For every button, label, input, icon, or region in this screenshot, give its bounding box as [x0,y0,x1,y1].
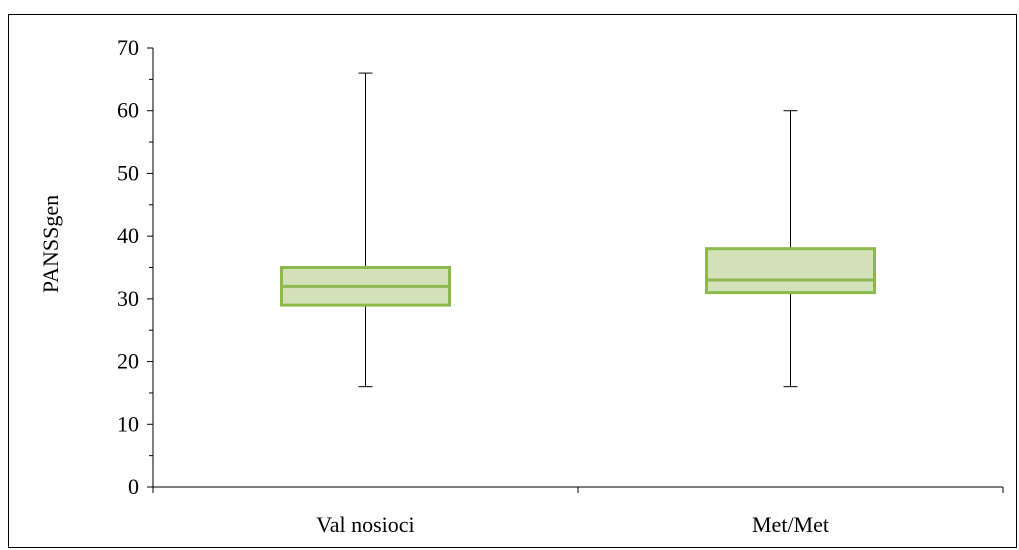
y-tick-label: 40 [117,223,139,248]
x-axis: Val nosioci Met/Met [152,486,1004,537]
y-tick-label: 50 [117,160,139,185]
y-axis-title: PANSSgen [38,195,63,293]
y-tick-label: 10 [117,411,139,436]
box-1 [280,72,451,388]
x-tick-label: Met/Met [752,512,829,537]
iqr-box [705,247,876,295]
box-2 [705,110,876,388]
y-tick-label: 20 [117,349,139,374]
x-tick-label: Val nosioci [316,512,414,537]
y-tick-label: 0 [128,474,139,499]
y-tick-label: 70 [117,35,139,60]
y-axis: 0 10 20 30 40 50 60 70 [117,35,154,499]
y-tick-label: 60 [117,98,139,123]
box-series [280,72,876,388]
y-tick-label: 30 [117,286,139,311]
